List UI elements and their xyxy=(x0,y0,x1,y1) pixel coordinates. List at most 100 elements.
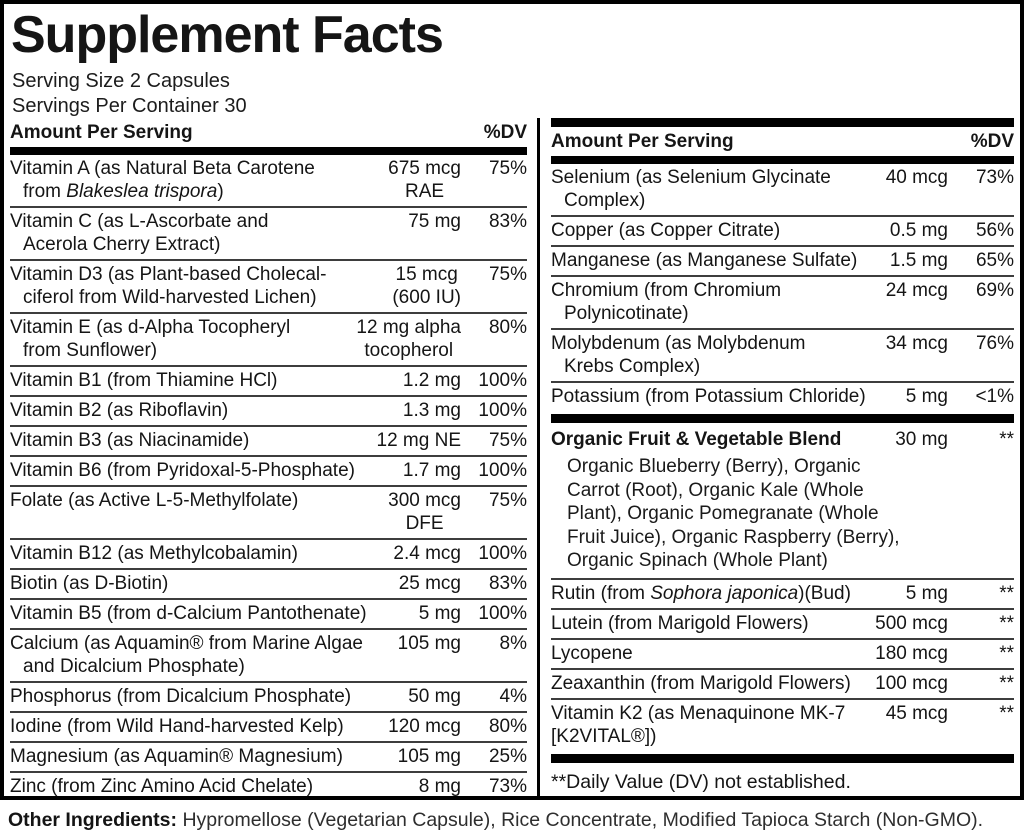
other-ingredients: Other Ingredients: Hypromellose (Vegetar… xyxy=(8,809,1024,832)
nutrient-dv: ** xyxy=(999,582,1014,604)
nutrient-row: Lycopene 180 mcg ** xyxy=(551,637,1014,668)
column-header: Amount Per Serving %DV xyxy=(551,127,1014,164)
amount-per-serving-label: Amount Per Serving xyxy=(551,130,734,152)
nutrient-name: Molybdenum (as Molybdenum Krebs Complex) xyxy=(551,332,806,377)
nutrient-name: Zinc (from Zinc Amino Acid Chelate) xyxy=(10,776,314,797)
nutrient-name: Potassium (from Potassium Chloride) xyxy=(551,385,866,407)
nutrient-amount: 24 mcg xyxy=(885,279,948,301)
nutrient-name: Copper (as Copper Citrate) xyxy=(551,219,781,241)
nutrient-amount: 50 mg xyxy=(408,686,461,707)
nutrient-name: Magnesium (as Aquamin® Magnesium) xyxy=(10,746,343,767)
nutrient-amount: 12 mg alpha tocopherol xyxy=(356,317,461,361)
nutrient-dv: 75% xyxy=(488,490,527,511)
nutrient-dv: 83% xyxy=(488,211,527,232)
nutrient-amount: 75 mg xyxy=(408,211,461,232)
nutrient-amount: 15 mcg (600 IU) xyxy=(392,264,461,308)
nutrient-row: Phosphorus (from Dicalcium Phosphate) 50… xyxy=(10,681,527,711)
nutrient-dv: 8% xyxy=(499,633,527,654)
nutrient-dv: 76% xyxy=(975,332,1014,354)
nutrient-row: Vitamin C (as L-Ascorbate and Acerola Ch… xyxy=(10,206,527,259)
nutrient-row: Zinc (from Zinc Amino Acid Chelate) 8 mg… xyxy=(10,771,527,797)
nutrient-row: Vitamin B1 (from Thiamine HCl) 1.2 mg 10… xyxy=(10,365,527,395)
nutrient-row: Chromium (from Chromium Polynicotinate) … xyxy=(551,274,1014,328)
nutrient-row: Vitamin B5 (from d-Calcium Pantothenate)… xyxy=(10,598,527,628)
nutrient-name: Manganese (as Manganese Sulfate) xyxy=(551,249,858,271)
nutrient-amount: 300 mcg DFE xyxy=(388,490,461,534)
nutrient-amount: 25 mcg xyxy=(398,573,461,594)
nutrient-amount: 5 mg xyxy=(418,603,461,624)
nutrient-row: Lutein (from Marigold Flowers) 500 mcg *… xyxy=(551,607,1014,638)
dv-label: %DV xyxy=(970,130,1014,152)
nutrient-row: Vitamin B2 (as Riboflavin) 1.3 mg 100% xyxy=(10,395,527,425)
nutrient-amount: 180 mcg xyxy=(875,642,948,664)
section-bar xyxy=(551,753,1014,763)
nutrient-amount: 45 mcg xyxy=(885,702,948,724)
nutrient-amount: 1.2 mg xyxy=(402,370,461,391)
nutrient-dv: 73% xyxy=(975,166,1014,188)
nutrient-row: Vitamin E (as d-Alpha Tocopheryl from Su… xyxy=(10,312,527,365)
nutrient-amount: 1.7 mg xyxy=(402,460,461,481)
nutrient-amount: 100 mcg xyxy=(875,672,948,694)
nutrient-dv: 80% xyxy=(488,716,527,737)
nutrient-name: Vitamin B1 (from Thiamine HCl) xyxy=(10,370,278,391)
nutrient-amount: 34 mcg xyxy=(885,332,948,354)
blend-ingredients: Organic Blueberry (Berry), Organic Carro… xyxy=(567,456,900,572)
nutrient-amount: 1.3 mg xyxy=(402,400,461,421)
nutrient-row: Selenium (as Selenium Glycinate Complex)… xyxy=(551,164,1014,215)
column-header: Amount Per Serving %DV xyxy=(10,118,527,155)
header-bar xyxy=(551,118,1014,127)
nutrient-amount: 105 mg xyxy=(397,746,461,767)
nutrient-row: Molybdenum (as Molybdenum Krebs Complex)… xyxy=(551,327,1014,381)
nutrient-name: Biotin (as D-Biotin) xyxy=(10,573,169,594)
nutrient-dv: ** xyxy=(999,612,1014,634)
nutrient-dv: 75% xyxy=(488,264,527,285)
nutrient-dv: ** xyxy=(999,702,1014,724)
nutrient-dv: 100% xyxy=(478,460,527,481)
nutrient-amount: 40 mcg xyxy=(885,166,948,188)
nutrient-amount: 120 mcg xyxy=(388,716,461,737)
section-bar xyxy=(551,413,1014,424)
nutrient-amount: 500 mcg xyxy=(875,612,948,634)
right-column: Amount Per Serving %DV Selenium (as Sele… xyxy=(551,118,1014,796)
nutrient-row: Vitamin K2 (as Menaquinone MK-7 [K2VITAL… xyxy=(551,697,1014,751)
nutrient-name: Vitamin B12 (as Methylcobalamin) xyxy=(10,543,298,564)
nutrient-amount: 5 mg xyxy=(905,385,948,407)
nutrient-dv: 80% xyxy=(488,317,527,338)
nutrient-name: Calcium (as Aquamin® from Marine Algae a… xyxy=(10,633,363,677)
nutrient-dv: 100% xyxy=(478,543,527,564)
nutrient-dv: 100% xyxy=(478,603,527,624)
supplement-facts-panel: Supplement Facts Serving Size 2 Capsules… xyxy=(0,0,1024,800)
dv-footnote: **Daily Value (DV) not established. xyxy=(551,771,851,793)
nutrient-columns: Amount Per Serving %DV Vitamin A (as Nat… xyxy=(4,118,1020,796)
nutrient-row: Zeaxanthin (from Marigold Flowers) 100 m… xyxy=(551,667,1014,698)
nutrient-name: Vitamin B2 (as Riboflavin) xyxy=(10,400,229,421)
nutrient-name: Vitamin B6 (from Pyridoxal-5-Phosphate) xyxy=(10,460,355,481)
nutrient-row: Iodine (from Wild Hand-harvested Kelp) 1… xyxy=(10,711,527,741)
nutrient-name: Chromium (from Chromium Polynicotinate) xyxy=(551,279,782,324)
nutrient-amount: 8 mg xyxy=(418,776,461,797)
nutrient-dv: 83% xyxy=(488,573,527,594)
nutrient-name: Folate (as Active L-5-Methylfolate) xyxy=(10,490,299,511)
nutrient-dv: 69% xyxy=(975,279,1014,301)
nutrient-name: Vitamin K2 (as Menaquinone MK-7 [K2VITAL… xyxy=(551,702,846,747)
nutrient-row: Folate (as Active L-5-Methylfolate) 300 … xyxy=(10,485,527,538)
dv-label: %DV xyxy=(483,122,527,143)
nutrient-name: Vitamin D3 (as Plant-based Cholecal- cif… xyxy=(10,264,327,308)
nutrient-dv: ** xyxy=(999,672,1014,694)
servings-per-container: Servings Per Container 30 xyxy=(12,95,247,117)
nutrient-name: Rutin (from Sophora japonica)(Bud) xyxy=(551,582,851,604)
nutrient-row: Rutin (from Sophora japonica)(Bud) 5 mg … xyxy=(551,577,1014,608)
other-ingredients-text: Hypromellose (Vegetarian Capsule), Rice … xyxy=(177,809,984,831)
blend-amount: 30 mg xyxy=(895,429,948,451)
nutrient-name: Zeaxanthin (from Marigold Flowers) xyxy=(551,672,851,694)
nutrient-dv: ** xyxy=(999,642,1014,664)
nutrient-name: Lutein (from Marigold Flowers) xyxy=(551,612,809,634)
nutrient-dv: 75% xyxy=(488,158,527,179)
nutrient-amount: 105 mg xyxy=(397,633,461,654)
other-ingredients-label: Other Ingredients: xyxy=(8,809,178,831)
nutrient-row: Magnesium (as Aquamin® Magnesium) 105 mg… xyxy=(10,741,527,771)
serving-size: Serving Size 2 Capsules xyxy=(12,70,230,92)
nutrient-dv: 25% xyxy=(488,746,527,767)
nutrient-row: Vitamin D3 (as Plant-based Cholecal- cif… xyxy=(10,259,527,312)
panel-header: Supplement Facts Serving Size 2 Capsules… xyxy=(4,4,1020,118)
